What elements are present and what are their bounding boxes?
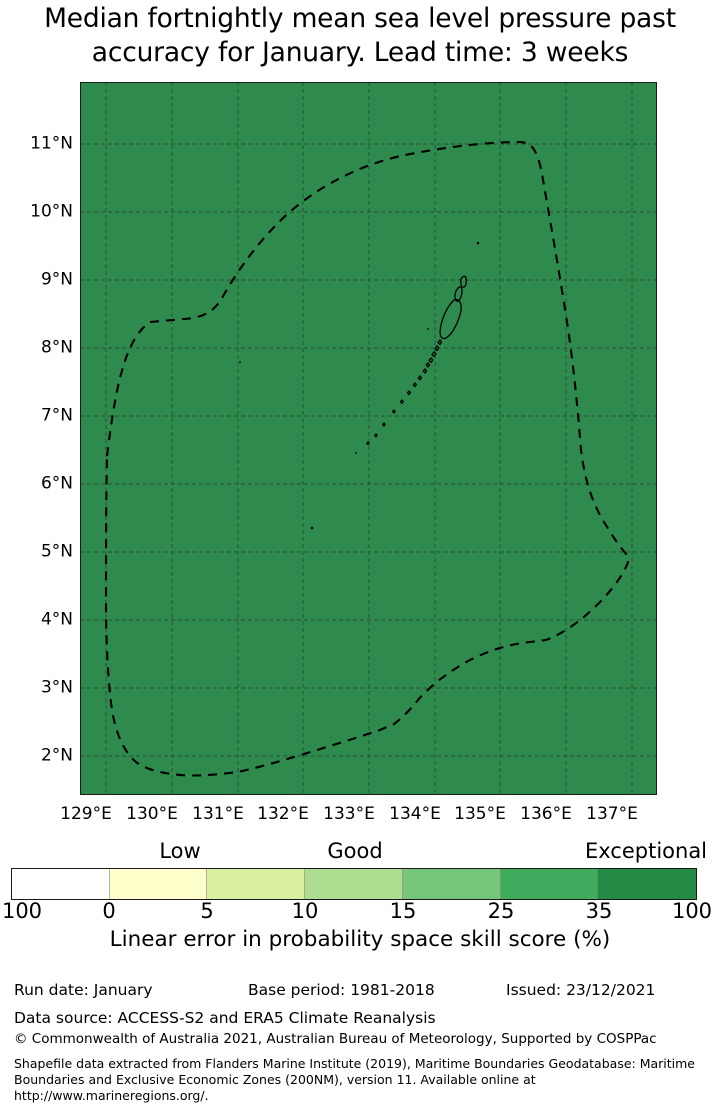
footer: Run date: January Base period: 1981-2018… (0, 980, 720, 1103)
base-period-label: Base period: 1981-2018 (248, 981, 435, 999)
colorbar-segment-3 (207, 869, 306, 899)
colorbar-tick-5: 5 (200, 899, 214, 923)
y-tick-4N: 4°N (40, 609, 73, 630)
colorbar-tick-25: 25 (487, 899, 515, 923)
x-tick-136E: 136°E (520, 804, 572, 824)
x-tick-135E: 135°E (454, 804, 506, 824)
coastline-islands (366, 275, 468, 446)
colorbar-segment-7 (598, 869, 696, 899)
colorbar-tick-0: 0 (102, 899, 116, 923)
map-canvas (80, 82, 657, 795)
colorbar-segment-4 (305, 869, 403, 899)
colorbar-category-exceptional: Exceptional (584, 839, 708, 863)
y-tick-8N: 8°N (40, 337, 73, 358)
colorbar-segment-1 (12, 869, 110, 899)
data-source-label: Data source: ACCESS-S2 and ERA5 Climate … (14, 1009, 436, 1027)
title-line-1: Median fortnightly mean sea level pressu… (44, 3, 676, 34)
colorbar-gradient (11, 868, 697, 900)
y-tick-9N: 9°N (40, 269, 73, 290)
x-tick-130E: 130°E (126, 804, 178, 824)
y-tick-3N: 3°N (40, 677, 73, 698)
map-frame (80, 82, 657, 795)
map-gridlines (80, 82, 657, 795)
y-tick-2N: 2°N (40, 745, 73, 766)
colorbar-tick-15: 15 (389, 899, 417, 923)
eez-boundary-path (104, 140, 630, 777)
colorbar-tick-neg100: 100 (1, 899, 43, 923)
footer-metadata-row: Run date: January Base period: 1981-2018… (0, 980, 720, 1006)
y-tick-6N: 6°N (40, 473, 73, 494)
y-tick-10N: 10°N (30, 201, 73, 222)
colorbar-category-good: Good (327, 839, 383, 863)
run-date-label: Run date: January (14, 981, 153, 999)
colorbar-axis-label: Linear error in probability space skill … (109, 927, 611, 952)
map-svg (80, 82, 657, 795)
x-tick-132E: 132°E (257, 804, 309, 824)
copyright-label: © Commonwealth of Australia 2021, Austra… (14, 1031, 657, 1047)
small-reef-marks (239, 241, 480, 530)
colorbar-tick-10: 10 (291, 899, 319, 923)
colorbar-segment-6 (500, 869, 599, 899)
x-tick-133E: 133°E (323, 804, 375, 824)
chart-title: Median fortnightly mean sea level pressu… (0, 0, 720, 70)
x-tick-137E: 137°E (586, 804, 638, 824)
y-tick-7N: 7°N (40, 405, 73, 426)
title-line-2: accuracy for January. Lead time: 3 weeks (91, 37, 629, 68)
colorbar-tick-100: 100 (671, 899, 713, 923)
map-plot-area (80, 82, 657, 795)
x-tick-131E: 131°E (192, 804, 244, 824)
colorbar-category-low: Low (159, 839, 201, 863)
colorbar-tick-35: 35 (585, 899, 613, 923)
y-tick-5N: 5°N (40, 541, 73, 562)
x-tick-129E: 129°E (60, 804, 112, 824)
colorbar (11, 868, 697, 900)
colorbar-segment-2 (109, 869, 208, 899)
x-tick-134E: 134°E (389, 804, 441, 824)
colorbar-segment-5 (402, 869, 501, 899)
y-tick-11N: 11°N (30, 133, 73, 154)
issued-date-label: Issued: 23/12/2021 (506, 981, 656, 999)
shapefile-note: Shapefile data extracted from Flanders M… (14, 1056, 695, 1103)
